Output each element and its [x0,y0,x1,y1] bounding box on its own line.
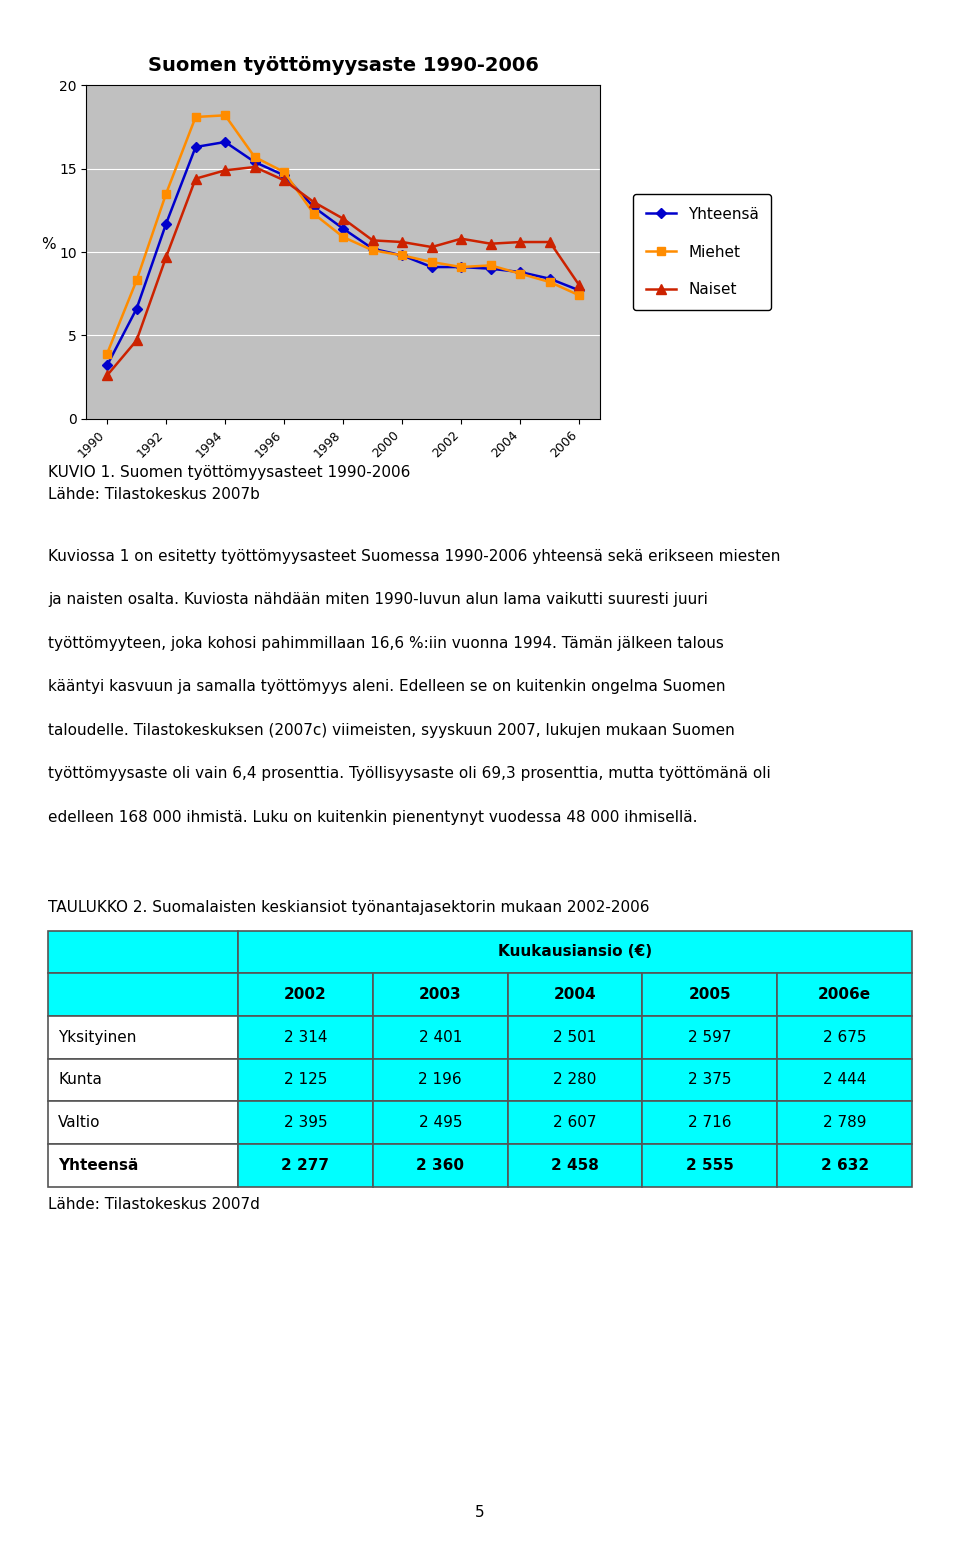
Bar [372,974,508,1016]
Text: 2 196: 2 196 [419,1072,462,1087]
Bar [48,974,238,1016]
Bar [642,1058,778,1101]
Bar [642,974,778,1016]
Bar [372,1016,508,1058]
Bar [238,1016,372,1058]
Text: 2 716: 2 716 [688,1115,732,1131]
Text: 2 280: 2 280 [553,1072,597,1087]
Bar [48,1016,238,1058]
Text: 2 314: 2 314 [284,1030,327,1045]
Text: 2002: 2002 [284,986,326,1002]
Bar [778,974,912,1016]
Text: 2005: 2005 [688,986,732,1002]
Text: työttömyyteen, joka kohosi pahimmillaan 16,6 %:iin vuonna 1994. Tämän jälkeen ta: työttömyyteen, joka kohosi pahimmillaan … [48,636,724,651]
Title: Suomen työttömyysaste 1990-2006: Suomen työttömyysaste 1990-2006 [148,56,539,76]
Text: TAULUKKO 2. Suomalaisten keskiansiot työnantajasektorin mukaan 2002-2006: TAULUKKO 2. Suomalaisten keskiansiot työ… [48,900,650,915]
Bar [778,1145,912,1187]
Bar [372,1058,508,1101]
Y-axis label: %: % [40,237,56,251]
Text: KUVIO 1. Suomen työttömyysasteet 1990-2006: KUVIO 1. Suomen työttömyysasteet 1990-20… [48,465,410,481]
Text: Lähde: Tilastokeskus 2007b: Lähde: Tilastokeskus 2007b [48,487,260,503]
Text: 2 395: 2 395 [283,1115,327,1131]
Text: 2 501: 2 501 [553,1030,597,1045]
Bar [238,1101,372,1145]
Bar [778,1101,912,1145]
Bar [642,1145,778,1187]
Text: Kunta: Kunta [59,1072,103,1087]
Text: 2 125: 2 125 [284,1072,327,1087]
Bar [508,1101,642,1145]
Bar [508,1016,642,1058]
Text: 2006e: 2006e [818,986,871,1002]
Text: ja naisten osalta. Kuviosta nähdään miten 1990-luvun alun lama vaikutti suuresti: ja naisten osalta. Kuviosta nähdään mite… [48,592,708,608]
Bar [372,1101,508,1145]
Bar [238,931,912,974]
Text: 2003: 2003 [419,986,462,1002]
Bar [48,1145,238,1187]
Text: Kuviossa 1 on esitetty työttömyysasteet Suomessa 1990-2006 yhteensä sekä eriksee: Kuviossa 1 on esitetty työttömyysasteet … [48,549,780,565]
Bar [48,1101,238,1145]
Bar [642,1016,778,1058]
Bar [508,974,642,1016]
Text: Yksityinen: Yksityinen [59,1030,136,1045]
Bar [238,974,372,1016]
Bar [508,1058,642,1101]
Text: 2 555: 2 555 [685,1157,733,1173]
Text: kääntyi kasvuun ja samalla työttömyys aleni. Edelleen se on kuitenkin ongelma Su: kääntyi kasvuun ja samalla työttömyys al… [48,679,726,695]
Text: 5: 5 [475,1504,485,1520]
Bar [508,1145,642,1187]
Text: Yhteensä: Yhteensä [59,1157,139,1173]
Text: taloudelle. Tilastokeskuksen (2007c) viimeisten, syyskuun 2007, lukujen mukaan S: taloudelle. Tilastokeskuksen (2007c) vii… [48,723,734,738]
Bar [642,1101,778,1145]
Bar [372,1145,508,1187]
Text: 2 597: 2 597 [688,1030,732,1045]
Text: 2 360: 2 360 [417,1157,465,1173]
Text: 2 444: 2 444 [823,1072,866,1087]
Bar [238,1145,372,1187]
Text: edelleen 168 000 ihmistä. Luku on kuitenkin pienentynyt vuodessa 48 000 ihmisell: edelleen 168 000 ihmistä. Luku on kuiten… [48,810,698,825]
Text: 2 375: 2 375 [688,1072,732,1087]
Text: 2 789: 2 789 [823,1115,866,1131]
Text: 2004: 2004 [554,986,596,1002]
Text: Lähde: Tilastokeskus 2007d: Lähde: Tilastokeskus 2007d [48,1197,260,1213]
Bar [48,1058,238,1101]
Text: 2 495: 2 495 [419,1115,462,1131]
Text: 2 458: 2 458 [551,1157,599,1173]
Legend: Yhteensä, Miehet, Naiset: Yhteensä, Miehet, Naiset [634,194,772,310]
Text: 2 607: 2 607 [553,1115,597,1131]
Text: 2 632: 2 632 [821,1157,869,1173]
Text: Valtio: Valtio [59,1115,101,1131]
Bar [778,1016,912,1058]
Text: 2 277: 2 277 [281,1157,329,1173]
Text: 2 675: 2 675 [823,1030,866,1045]
Text: työttömyysaste oli vain 6,4 prosenttia. Työllisyysaste oli 69,3 prosenttia, mutt: työttömyysaste oli vain 6,4 prosenttia. … [48,766,771,782]
Text: 2 401: 2 401 [419,1030,462,1045]
Text: Kuukausiansio (€): Kuukausiansio (€) [498,945,652,960]
Bar [238,1058,372,1101]
Bar [48,931,238,974]
Bar [778,1058,912,1101]
